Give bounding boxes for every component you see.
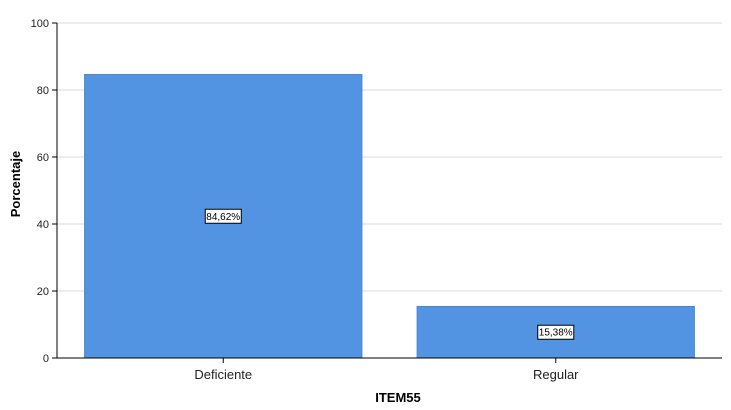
data-label-text: 15,38% bbox=[539, 328, 573, 339]
data-label-box bbox=[204, 208, 242, 224]
y-tick-label: 100 bbox=[31, 18, 49, 30]
data-label-box bbox=[537, 324, 575, 340]
data-label: 15,38% bbox=[537, 324, 575, 340]
y-tick-label: 80 bbox=[37, 85, 49, 97]
data-label: 84,62% bbox=[204, 208, 242, 224]
x-tick-label: Deficiente bbox=[194, 367, 252, 382]
axes: 0 20 40 60 80 100 Deficiente Regular bbox=[31, 18, 722, 382]
data-labels: 84,62% 15,38% bbox=[204, 208, 575, 340]
y-tick-label: 60 bbox=[37, 152, 49, 164]
x-axis-title: ITEM55 bbox=[375, 390, 421, 405]
y-tick-label: 40 bbox=[37, 219, 49, 231]
y-axis-title: Porcentaje bbox=[8, 151, 23, 217]
x-tick-label: Regular bbox=[533, 367, 579, 382]
data-label-text: 84,62% bbox=[206, 212, 240, 223]
y-tick-label: 0 bbox=[43, 353, 49, 365]
bars bbox=[84, 74, 695, 359]
y-tick-label: 20 bbox=[37, 286, 49, 298]
